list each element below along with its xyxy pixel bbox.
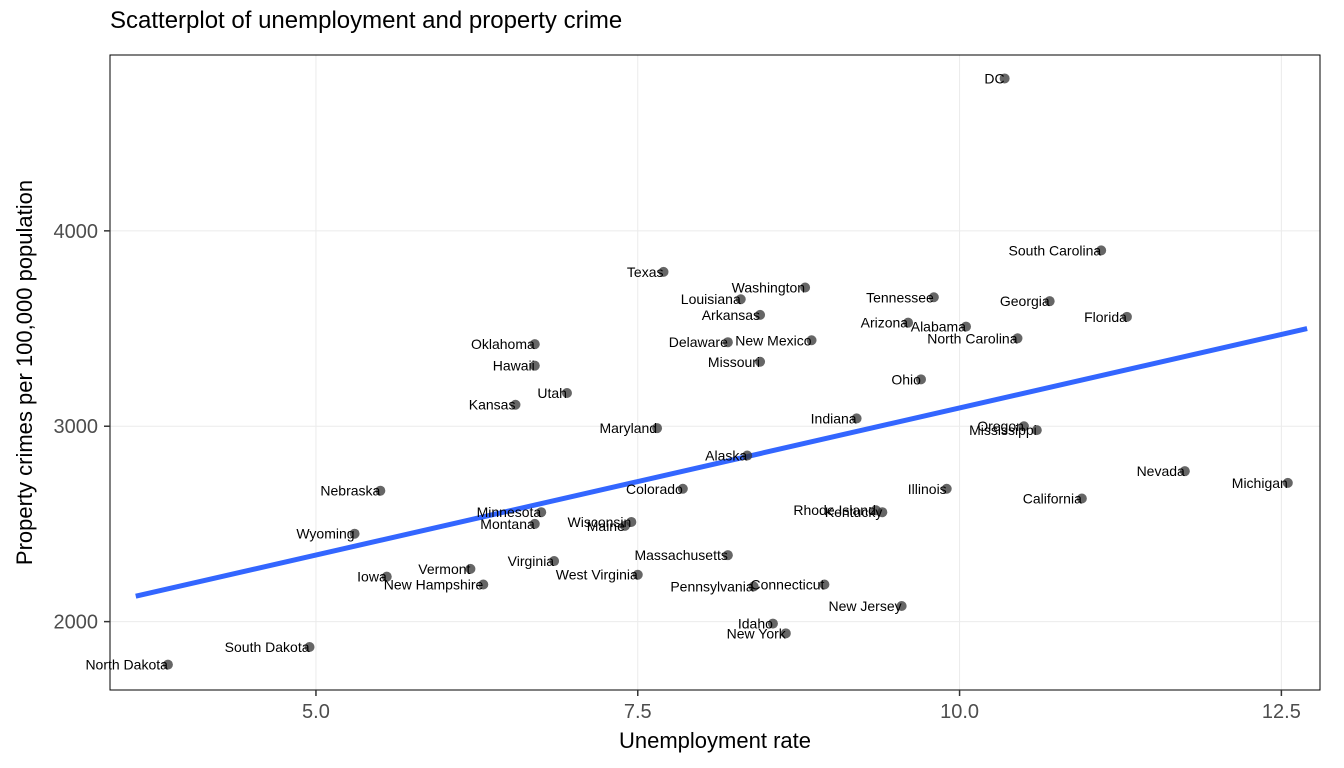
x-tick-label: 5.0 (302, 701, 330, 723)
point-label: Kansas (469, 397, 516, 413)
panel-border (110, 55, 1320, 690)
grid (110, 55, 1320, 690)
point-label: Massachusetts (634, 547, 727, 563)
scatter-chart: Scatterplot of unemployment and property… (0, 0, 1344, 768)
y-tick-label: 2000 (54, 612, 99, 634)
point-label: Ohio (891, 371, 921, 387)
point-label: New Mexico (735, 332, 811, 348)
point-label: Arizona (861, 315, 909, 331)
point-label: North Dakota (85, 657, 168, 673)
y-tick-label: 3000 (54, 416, 99, 438)
y-tick-label: 4000 (54, 221, 99, 243)
x-axis-label: Unemployment rate (619, 728, 811, 753)
point-label: Kentucky (825, 504, 883, 520)
point-label: Texas (627, 264, 664, 280)
chart-title: Scatterplot of unemployment and property… (110, 7, 622, 34)
point-label: Nevada (1137, 463, 1185, 479)
point-label: Illinois (908, 481, 947, 497)
point-label: New Hampshire (384, 576, 484, 592)
point-label: West Virginia (556, 567, 638, 583)
x-tick-label: 10.0 (940, 701, 979, 723)
point-label: Missouri (708, 354, 760, 370)
point-label: DC (984, 70, 1004, 86)
point-label: California (1023, 491, 1082, 507)
point-label: Tennessee (866, 289, 934, 305)
point-label: Pennsylvania (670, 578, 753, 594)
point-label: Florida (1084, 309, 1127, 325)
point-label: Hawaii (493, 358, 535, 374)
point-label: Wisconsin (568, 514, 632, 530)
point-label: South Carolina (1009, 242, 1102, 258)
x-tick-label: 7.5 (624, 701, 652, 723)
x-tick-label: 12.5 (1262, 701, 1301, 723)
point-label: Virginia (508, 553, 555, 569)
point-label: Arkansas (702, 307, 760, 323)
point-label: South Dakota (225, 639, 310, 655)
point-label: Indiana (811, 410, 857, 426)
point-label: Wyoming (296, 526, 354, 542)
point-label: New Jersey (829, 598, 902, 614)
point-label: Colorado (626, 481, 683, 497)
point-label: Delaware (669, 334, 728, 350)
point-label: Connecticut (750, 576, 824, 592)
y-axis-label: Property crimes per 100,000 population (12, 180, 37, 565)
point-label: Iowa (357, 569, 387, 585)
point-label: Vermont (418, 561, 470, 577)
point-label: Michigan (1232, 475, 1288, 491)
point-label: Maryland (599, 420, 657, 436)
chart-svg: Scatterplot of unemployment and property… (0, 0, 1344, 768)
point-label: North Carolina (927, 330, 1017, 346)
point-label: Utah (537, 385, 567, 401)
point-label: Minnesota (477, 504, 542, 520)
point-label: Georgia (1000, 293, 1050, 309)
point-label: Mississippi (969, 422, 1037, 438)
point-label: Washington (732, 280, 805, 296)
point-label: Nebraska (320, 483, 380, 499)
point-label: New York (727, 625, 787, 641)
point-label: Oklahoma (471, 336, 535, 352)
point-label: Alaska (705, 448, 747, 464)
